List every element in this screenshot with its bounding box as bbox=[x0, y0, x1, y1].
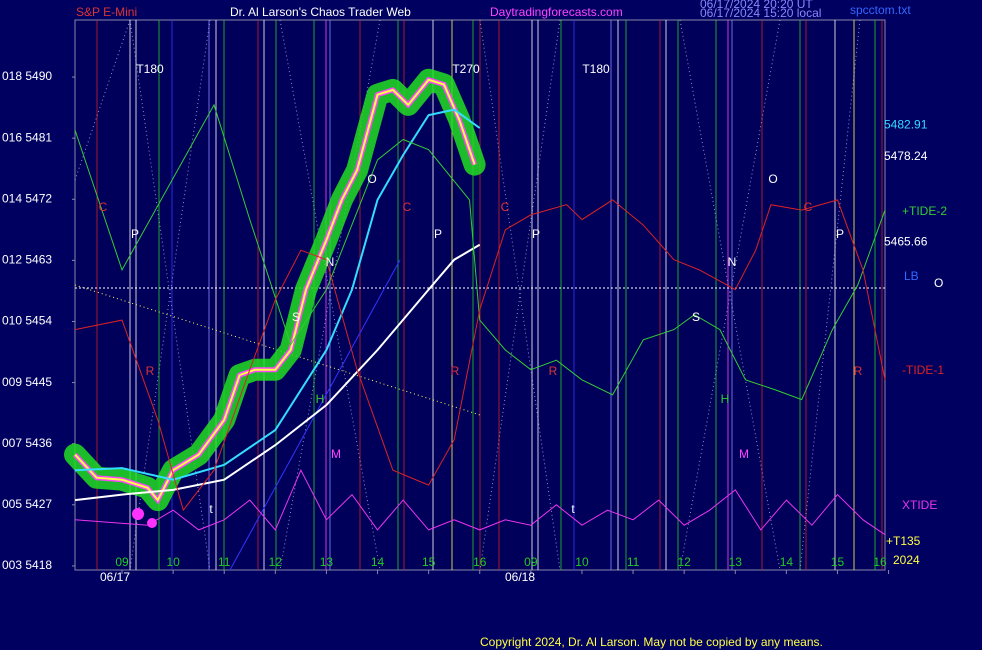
x-tick-label: 11 bbox=[627, 555, 640, 569]
series-line bbox=[74, 243, 481, 502]
level-label: 5465.66 bbox=[884, 234, 928, 248]
series-line bbox=[74, 103, 886, 401]
y-tick-label: 016 5481 bbox=[2, 130, 52, 144]
annotation: O bbox=[768, 172, 777, 186]
diagonal-line bbox=[479, 19, 561, 571]
y-tick-label: 009 5445 bbox=[2, 375, 52, 389]
annotation: C bbox=[99, 200, 108, 214]
y-tick-label: 005 5427 bbox=[2, 497, 52, 511]
x-tick-label: 15 bbox=[422, 555, 436, 569]
marker-dot bbox=[132, 508, 144, 520]
annotation: N bbox=[326, 255, 335, 269]
annotation: M bbox=[331, 447, 341, 461]
date-label: 06/18 bbox=[505, 570, 535, 584]
diagonal-line bbox=[799, 19, 861, 571]
marker-dot bbox=[147, 518, 157, 528]
annotation: C bbox=[804, 200, 813, 214]
date-label: 06/17 bbox=[100, 570, 130, 584]
x-tick-label: 16 bbox=[873, 555, 887, 569]
x-tick-label: 10 bbox=[575, 555, 589, 569]
series-line bbox=[74, 199, 886, 512]
annotation: T180 bbox=[582, 62, 610, 76]
annotation: P bbox=[131, 227, 139, 241]
right-label: LB bbox=[904, 269, 919, 283]
annotation: S bbox=[692, 310, 700, 324]
timestamp: 06/17/2024 20:20 UT bbox=[700, 0, 813, 11]
y-tick-label: 018 5490 bbox=[2, 69, 52, 83]
diagonal-line bbox=[74, 19, 131, 181]
x-tick-label: 14 bbox=[371, 555, 385, 569]
diagonal-line bbox=[129, 19, 211, 571]
annotation: P bbox=[836, 227, 844, 241]
copyright: Copyright 2024, Dr. Al Larson. May not b… bbox=[480, 635, 823, 649]
x-tick-label: 15 bbox=[831, 555, 845, 569]
file-name: spcctom.txt bbox=[850, 3, 911, 17]
right-label: 2024 bbox=[893, 553, 920, 567]
annotation: C bbox=[403, 200, 412, 214]
annotation: H bbox=[721, 392, 730, 406]
x-tick-label: 09 bbox=[524, 555, 538, 569]
y-tick-label: 012 5463 bbox=[2, 253, 52, 267]
site-name: Daytradingforecasts.com bbox=[490, 5, 623, 19]
x-tick-label: 13 bbox=[320, 555, 334, 569]
annotation: R bbox=[146, 364, 155, 378]
chart-subtitle: Dr. Al Larson's Chaos Trader Web bbox=[230, 5, 411, 19]
annotation: R bbox=[549, 364, 558, 378]
annotation: t bbox=[571, 502, 575, 516]
annotation: O bbox=[367, 172, 376, 186]
annotation: t bbox=[209, 502, 213, 516]
level-label: 5478.24 bbox=[884, 149, 928, 163]
series-label: +TIDE-2 bbox=[902, 204, 947, 218]
y-tick-label: 007 5436 bbox=[2, 436, 52, 450]
annotation: S bbox=[292, 310, 300, 324]
diagonal-line bbox=[129, 19, 211, 571]
annotation: H bbox=[316, 392, 325, 406]
x-tick-label: 14 bbox=[780, 555, 794, 569]
x-tick-label: 12 bbox=[677, 555, 691, 569]
x-tick-label: 12 bbox=[269, 555, 283, 569]
annotation: T180 bbox=[136, 62, 164, 76]
right-label: O bbox=[934, 276, 943, 290]
series-line bbox=[74, 78, 476, 502]
x-tick-label: 10 bbox=[166, 555, 180, 569]
diagonal-line bbox=[479, 19, 561, 571]
level-label: 5482.91 bbox=[884, 117, 928, 131]
series-line bbox=[74, 108, 481, 481]
annotation: P bbox=[434, 227, 442, 241]
annotation: N bbox=[728, 255, 737, 269]
chart-title: S&P E-Mini bbox=[76, 5, 137, 19]
y-tick-label: 010 5454 bbox=[2, 314, 52, 328]
x-tick-label: 13 bbox=[729, 555, 743, 569]
x-tick-label: 16 bbox=[473, 555, 487, 569]
x-tick-label: 11 bbox=[218, 555, 231, 569]
annotation: C bbox=[501, 200, 510, 214]
annotation: M bbox=[739, 447, 749, 461]
timestamp: 06/17/2024 15:20 local bbox=[700, 6, 821, 20]
annotation: P bbox=[532, 227, 540, 241]
series-line bbox=[74, 469, 886, 536]
annotation: T270 bbox=[452, 62, 480, 76]
x-tick-label: 09 bbox=[115, 555, 129, 569]
y-tick-label: 003 5418 bbox=[2, 558, 52, 572]
series-label: -TIDE-1 bbox=[902, 363, 944, 377]
annotation: R bbox=[854, 364, 863, 378]
annotation: R bbox=[451, 364, 460, 378]
y-tick-label: 014 5472 bbox=[2, 191, 52, 205]
right-label: +T135 bbox=[886, 534, 921, 548]
series-label: XTIDE bbox=[902, 498, 937, 512]
